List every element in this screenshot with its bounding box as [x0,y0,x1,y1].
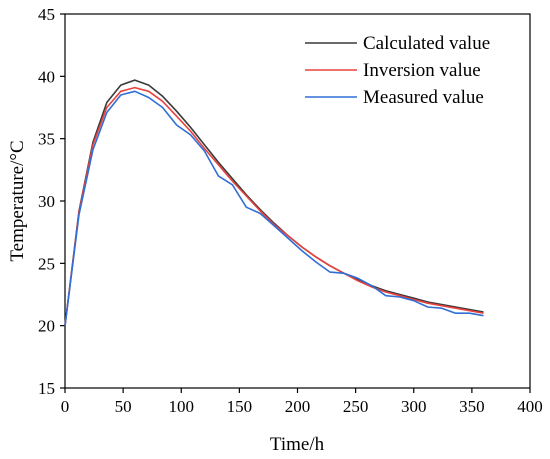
x-tick-label: 350 [459,397,485,416]
y-tick-label: 40 [38,67,55,86]
y-tick-label: 45 [38,5,55,24]
axis-ticks: 0 50 100 150 200 250 300 350 400 15 20 25 30 35 40 45 [38,5,543,416]
x-tick-label: 0 [61,397,70,416]
x-tick-label: 300 [401,397,427,416]
y-axis-title: Temperature/°C [7,140,28,261]
x-tick-label: 100 [169,397,195,416]
series-line-calculated [64,79,484,326]
x-tick-label: 200 [285,397,311,416]
legend: Calculated value Inversion value Measure… [305,33,490,108]
y-tick-label: 20 [38,317,55,336]
x-tick-label: 50 [115,397,132,416]
y-tick-label: 35 [38,130,55,149]
y-tick-label: 15 [38,379,55,398]
x-tick-label: 150 [227,397,253,416]
legend-label-measured: Measured value [363,87,484,108]
series-line-inversion [64,86,484,326]
y-tick-label: 30 [38,192,55,211]
legend-label-calculated: Calculated value [363,33,490,54]
legend-label-inversion: Inversion value [363,60,481,81]
x-tick-label: 400 [517,397,543,416]
x-axis-title: Time/h [270,434,325,455]
series-line-measured [64,90,484,326]
y-tick-label: 25 [38,254,55,273]
series-layer [64,79,484,326]
x-tick-label: 250 [343,397,369,416]
